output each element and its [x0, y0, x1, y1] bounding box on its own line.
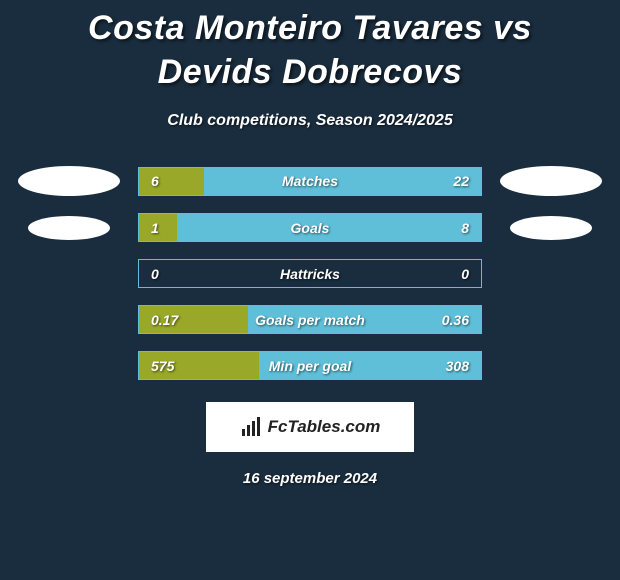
row-mpg: 575 Min per goal 308: [0, 351, 620, 380]
bar-goals: 1 Goals 8: [138, 213, 482, 242]
row-hattricks: 0 Hattricks 0: [0, 259, 620, 288]
metric-label: Goals per match: [139, 312, 481, 328]
date-text: 16 september 2024: [0, 470, 620, 487]
left-avatar-oval-small: [28, 216, 110, 240]
page-title: Costa Monteiro Tavares vs Devids Dobreco…: [0, 0, 620, 94]
value-right: 0.36: [442, 312, 469, 328]
metric-label: Min per goal: [139, 358, 481, 374]
value-right: 22: [453, 173, 469, 189]
bar-mpg: 575 Min per goal 308: [138, 351, 482, 380]
bar-gpm: 0.17 Goals per match 0.36: [138, 305, 482, 334]
chart-area: 6 Matches 22 1 Goals 8 0 Hattricks 0: [0, 166, 620, 380]
metric-label: Hattricks: [139, 266, 481, 282]
bar-hattricks: 0 Hattricks 0: [138, 259, 482, 288]
value-right: 0: [461, 266, 469, 282]
logo-box: FcTables.com: [206, 402, 414, 452]
row-goals: 1 Goals 8: [0, 213, 620, 242]
bar-matches: 6 Matches 22: [138, 167, 482, 196]
left-avatar-oval: [18, 166, 120, 196]
metric-label: Matches: [139, 173, 481, 189]
logo-text: FcTables.com: [268, 417, 381, 437]
value-right: 308: [446, 358, 469, 374]
row-matches: 6 Matches 22: [0, 166, 620, 196]
row-gpm: 0.17 Goals per match 0.36: [0, 305, 620, 334]
chart-icon: [240, 416, 262, 438]
metric-label: Goals: [139, 220, 481, 236]
right-avatar-oval-small: [510, 216, 592, 240]
subtitle: Club competitions, Season 2024/2025: [0, 112, 620, 130]
value-right: 8: [461, 220, 469, 236]
right-avatar-oval: [500, 166, 602, 196]
